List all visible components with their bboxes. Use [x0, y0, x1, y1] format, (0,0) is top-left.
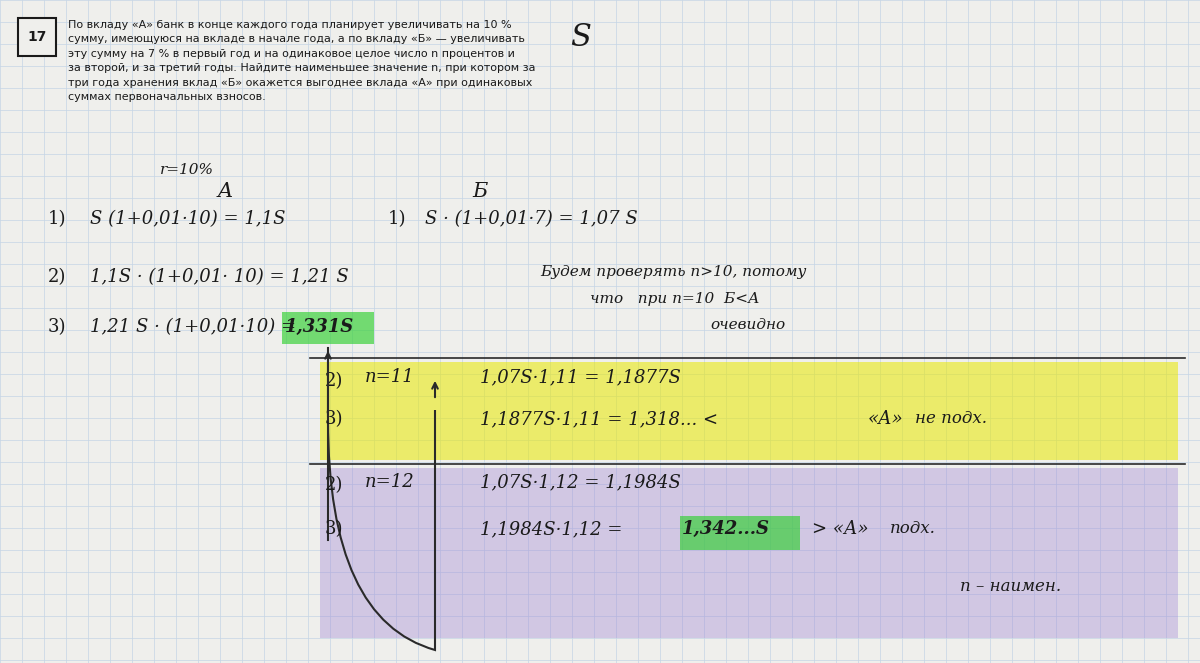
Bar [680, 516, 800, 550]
Text: 1,342...S: 1,342...S [682, 520, 770, 538]
Text: Будем проверять n>10, потому: Будем проверять n>10, потому [540, 265, 806, 279]
Text: По вкладу «А» банк в конце каждого года планирует увеличивать на 10 %
сумму, име: По вкладу «А» банк в конце каждого года … [68, 20, 535, 102]
Text: 1,1877S·1,11 = 1,318... <: 1,1877S·1,11 = 1,318... < [480, 410, 718, 428]
Text: 3): 3) [48, 318, 66, 336]
Text: S: S [570, 22, 590, 53]
Text: n – наимен.: n – наимен. [960, 578, 1061, 595]
Text: > «А»: > «А» [812, 520, 869, 538]
Text: 1,07S·1,11 = 1,1877S: 1,07S·1,11 = 1,1877S [480, 368, 680, 386]
Bar [18, 18, 56, 56]
Text: n=11: n=11 [365, 368, 415, 386]
Text: «А»: «А» [868, 410, 904, 428]
Text: 2): 2) [48, 268, 66, 286]
Text: 1,21 S · (1+0,01·10) =: 1,21 S · (1+0,01·10) = [90, 318, 296, 336]
Text: 17: 17 [28, 30, 47, 44]
Text: 3): 3) [325, 520, 343, 538]
Bar [320, 468, 1178, 638]
Bar [320, 362, 1178, 460]
Text: n=12: n=12 [365, 473, 415, 491]
Text: 3): 3) [325, 410, 343, 428]
Bar [282, 312, 374, 344]
Text: 2): 2) [325, 372, 343, 390]
Text: A: A [217, 182, 233, 201]
Text: 1,1984S·1,12 =: 1,1984S·1,12 = [480, 520, 623, 538]
Text: S (1+0,01·10) = 1,1S: S (1+0,01·10) = 1,1S [90, 210, 286, 228]
Text: 1,1S · (1+0,01· 10) = 1,21 S: 1,1S · (1+0,01· 10) = 1,21 S [90, 268, 349, 286]
Text: очевидно: очевидно [710, 318, 785, 332]
Text: 1,331S: 1,331S [286, 318, 354, 336]
Text: не подх.: не подх. [916, 410, 986, 427]
Text: 1,07S·1,12 = 1,1984S: 1,07S·1,12 = 1,1984S [480, 473, 680, 491]
Text: 1): 1) [388, 210, 407, 228]
Text: r=10%: r=10% [160, 163, 214, 177]
Text: подх.: подх. [890, 520, 936, 537]
Text: S · (1+0,01·7) = 1,07 S: S · (1+0,01·7) = 1,07 S [425, 210, 637, 228]
Text: что   при n=10  Б<А: что при n=10 Б<А [590, 292, 760, 306]
Text: 1): 1) [48, 210, 66, 228]
Text: Б: Б [473, 182, 487, 201]
Text: 2): 2) [325, 476, 343, 494]
